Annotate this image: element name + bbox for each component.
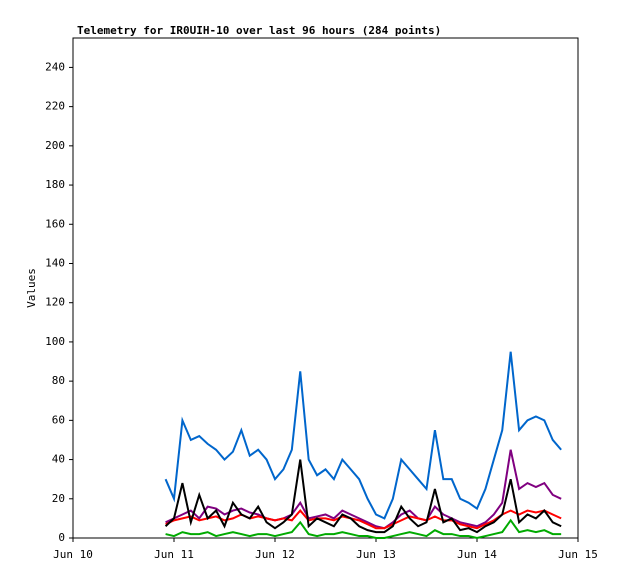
x-tick-label: Jun 13	[356, 548, 396, 561]
plot-frame	[72, 37, 579, 539]
y-tick-label: 240	[45, 60, 65, 73]
y-tick-label: 0	[58, 531, 65, 544]
series-line	[165, 518, 562, 540]
y-tick-label: 60	[52, 413, 65, 426]
x-tick-label: Jun 10	[53, 548, 93, 561]
y-tick-label: 220	[45, 100, 65, 113]
y-tick-label: 160	[45, 217, 65, 230]
y-tick-label: 100	[45, 335, 65, 348]
y-tick-label: 120	[45, 296, 65, 309]
y-axis-label: Values	[25, 268, 38, 308]
y-tick-label: 20	[52, 492, 65, 505]
y-tick-label: 180	[45, 178, 65, 191]
series-line	[164, 459, 562, 534]
x-tick-label: Jun 15	[558, 548, 598, 561]
y-tick-label: 80	[52, 374, 65, 387]
chart-title: Telemetry for IR0UIH-10 over last 96 hou…	[77, 24, 441, 37]
y-tick-label: 140	[45, 256, 65, 269]
x-tick-label: Jun 11	[154, 548, 194, 561]
y-tick-label: 40	[52, 453, 65, 466]
y-tick-label: 200	[45, 139, 65, 152]
x-tick-label: Jun 12	[255, 548, 295, 561]
series-line	[165, 509, 562, 530]
series-line	[164, 351, 562, 520]
series-line	[165, 449, 562, 530]
x-tick-label: Jun 14	[457, 548, 497, 561]
